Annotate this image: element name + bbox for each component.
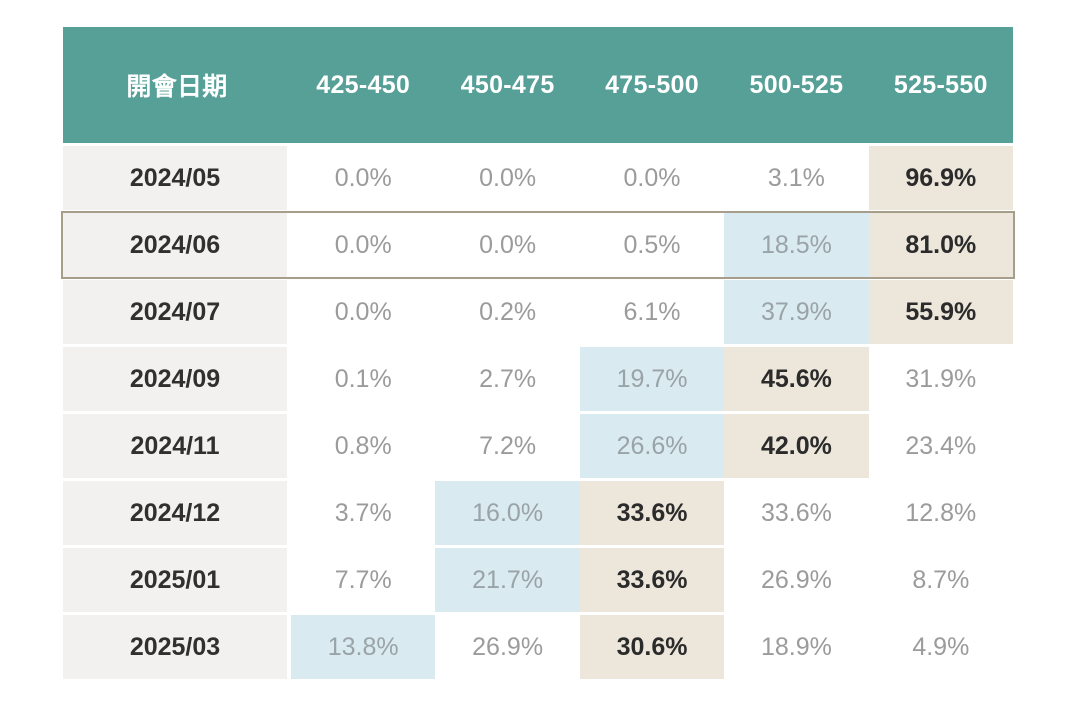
table-row: 2025/03 13.8% 26.9% 30.6% 18.9% 4.9% bbox=[63, 615, 1014, 679]
probability-cell: 21.7% bbox=[435, 548, 580, 612]
table-row: 2024/05 0.0% 0.0% 0.0% 3.1% 96.9% bbox=[63, 146, 1014, 210]
probability-cell: 4.9% bbox=[868, 615, 1014, 679]
probability-cell: 37.9% bbox=[724, 280, 869, 344]
meeting-date-cell: 2025/03 bbox=[63, 615, 287, 679]
table-body: 2024/05 0.0% 0.0% 0.0% 3.1% 96.9% 2024/06 0.0% 0… bbox=[61, 146, 1015, 679]
probability-cell: 0.0% bbox=[291, 213, 436, 277]
table-row: 2025/01 7.7% 21.7% 33.6% 26.9% 8.7% bbox=[63, 548, 1014, 612]
meeting-date-cell: 2024/05 bbox=[63, 146, 287, 210]
probability-cell: 12.8% bbox=[868, 481, 1014, 545]
probability-cell: 18.5% bbox=[724, 213, 869, 277]
probability-cell: 7.2% bbox=[435, 414, 580, 478]
probability-cell: 16.0% bbox=[435, 481, 580, 545]
meeting-date-cell: 2024/06 bbox=[63, 213, 287, 277]
table-row: 2024/07 0.0% 0.2% 6.1% 37.9% 55.9% bbox=[63, 280, 1014, 344]
probability-cell: 23.4% bbox=[868, 414, 1014, 478]
probability-cell: 31.9% bbox=[868, 347, 1014, 411]
probability-cell: 45.6% bbox=[724, 347, 869, 411]
meeting-date-cell: 2024/07 bbox=[63, 280, 287, 344]
probability-cell: 0.2% bbox=[435, 280, 580, 344]
probability-cell: 55.9% bbox=[868, 280, 1014, 344]
meeting-date-cell: 2025/01 bbox=[63, 548, 287, 612]
rate-probability-table: 開會日期 425-450 450-475 475-500 500-525 525… bbox=[61, 27, 1015, 679]
table-row-outlined: 2024/06 0.0% 0.0% 0.5% 18.5% 81.0% bbox=[61, 211, 1015, 279]
probability-cell: 26.9% bbox=[724, 548, 869, 612]
probability-cell: 33.6% bbox=[724, 481, 869, 545]
probability-cell: 0.5% bbox=[579, 213, 725, 277]
column-header-meeting-date: 開會日期 bbox=[126, 73, 228, 101]
probability-cell: 3.1% bbox=[724, 146, 869, 210]
meeting-date-cell: 2024/11 bbox=[63, 414, 287, 478]
meeting-date-cell: 2024/12 bbox=[63, 481, 287, 545]
probability-cell: 26.6% bbox=[579, 414, 725, 478]
column-header-range-525-550: 525-550 bbox=[893, 70, 988, 99]
probability-cell: 33.6% bbox=[579, 548, 725, 612]
probability-cell: 13.8% bbox=[291, 615, 436, 679]
probability-cell: 7.7% bbox=[291, 548, 436, 612]
table-row: 2024/11 0.8% 7.2% 26.6% 42.0% 23.4% bbox=[63, 414, 1014, 478]
table-header-row: 開會日期 425-450 450-475 475-500 500-525 525… bbox=[63, 27, 1013, 143]
probability-cell: 2.7% bbox=[435, 347, 580, 411]
column-header-range-500-525: 500-525 bbox=[749, 70, 844, 99]
probability-cell: 0.1% bbox=[291, 347, 436, 411]
probability-cell: 30.6% bbox=[579, 615, 725, 679]
probability-cell: 18.9% bbox=[724, 615, 869, 679]
table-row: 2024/09 0.1% 2.7% 19.7% 45.6% 31.9% bbox=[63, 347, 1014, 411]
probability-cell: 42.0% bbox=[724, 414, 869, 478]
probability-cell: 81.0% bbox=[868, 213, 1014, 277]
probability-cell: 33.6% bbox=[579, 481, 725, 545]
probability-cell: 8.7% bbox=[868, 548, 1014, 612]
meeting-date-cell: 2024/09 bbox=[63, 347, 287, 411]
probability-cell: 0.0% bbox=[291, 146, 436, 210]
probability-cell: 96.9% bbox=[868, 146, 1014, 210]
probability-cell: 6.1% bbox=[579, 280, 725, 344]
table-row: 2024/12 3.7% 16.0% 33.6% 33.6% 12.8% bbox=[63, 481, 1014, 545]
column-header-range-475-500: 475-500 bbox=[605, 70, 699, 99]
probability-cell: 0.0% bbox=[291, 280, 436, 344]
probability-cell: 19.7% bbox=[579, 347, 725, 411]
column-header-range-450-475: 450-475 bbox=[460, 70, 555, 99]
column-header-range-425-450: 425-450 bbox=[316, 70, 411, 99]
probability-cell: 0.0% bbox=[435, 213, 580, 277]
probability-cell: 0.0% bbox=[579, 146, 725, 210]
probability-cell: 0.0% bbox=[435, 146, 580, 210]
probability-cell: 26.9% bbox=[435, 615, 580, 679]
probability-cell: 0.8% bbox=[291, 414, 436, 478]
probability-cell: 3.7% bbox=[291, 481, 436, 545]
